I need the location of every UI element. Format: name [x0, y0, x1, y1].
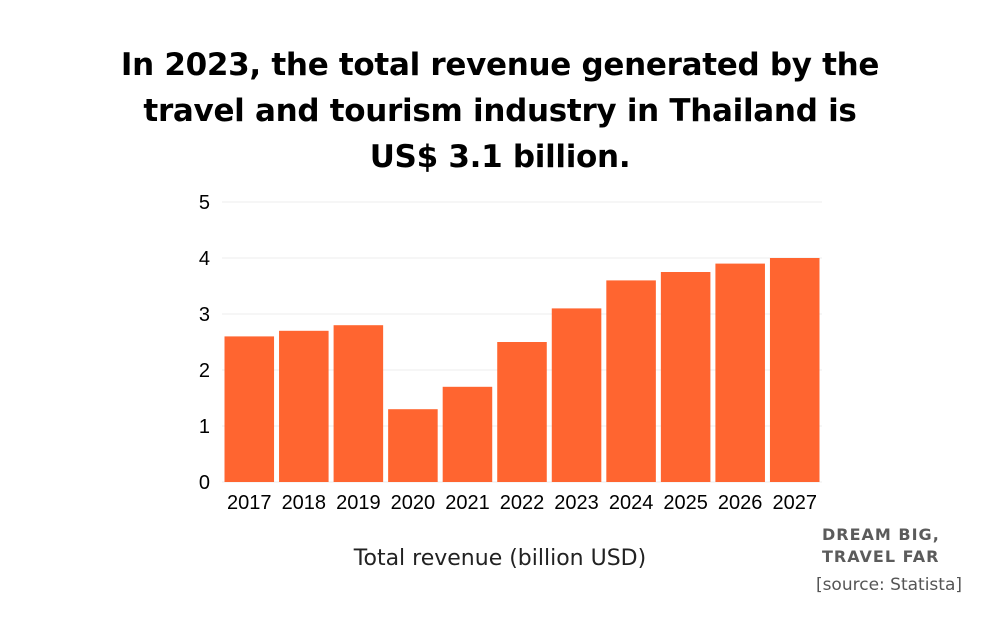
y-tick-label: 0	[199, 472, 210, 494]
bars	[224, 258, 820, 482]
x-tick-label: 2020	[391, 492, 436, 514]
bar-2025	[660, 272, 711, 482]
x-tick-label: 2018	[282, 492, 327, 514]
x-tick-label: 2023	[554, 492, 599, 514]
chart-title-line-2: travel and tourism industry in Thailand …	[143, 93, 857, 129]
x-axis-ticks: 2017 2018 2019 2020 2021 2022 2023 2024 2025 2026…	[227, 492, 817, 514]
chart-title-line-3: US$ 3.1 billion.	[369, 139, 631, 175]
y-tick-label: 5	[199, 192, 210, 214]
y-tick-label: 3	[199, 304, 210, 326]
bar-2026	[715, 263, 765, 482]
bar-2021	[442, 386, 493, 482]
brand-line-1: DREAM BIG,	[822, 525, 940, 544]
bar-2019	[333, 325, 384, 482]
y-tick-label: 4	[199, 248, 210, 270]
x-tick-label: 2021	[445, 492, 490, 514]
x-tick-label: 2026	[718, 492, 763, 514]
x-tick-label: 2027	[772, 492, 817, 514]
x-tick-label: 2019	[336, 492, 381, 514]
y-axis-ticks: 0 1 2 3 4 5	[199, 192, 210, 494]
bar-2020	[388, 409, 438, 482]
brand-logo: DREAM BIG, TRAVEL FAR	[822, 524, 982, 568]
x-axis-label: Total revenue (billion USD)	[353, 546, 647, 571]
bar-2018	[279, 330, 329, 482]
chart-title: In 2023, the total revenue generated by …	[0, 42, 1000, 180]
bar-2027	[769, 258, 820, 482]
x-tick-label: 2024	[609, 492, 654, 514]
x-tick-label: 2017	[227, 492, 272, 514]
source-note: [source: Statista]	[815, 575, 962, 595]
brand-line-2: TRAVEL FAR	[822, 547, 940, 566]
bar-2024	[606, 280, 656, 482]
bar-2022	[497, 342, 547, 482]
bar-2023	[551, 308, 602, 482]
x-tick-label: 2022	[500, 492, 545, 514]
y-tick-label: 2	[199, 360, 210, 382]
bar-2017	[224, 336, 275, 482]
chart-title-line-1: In 2023, the total revenue generated by …	[120, 47, 880, 83]
y-tick-label: 1	[199, 416, 210, 438]
x-tick-label: 2025	[663, 492, 708, 514]
